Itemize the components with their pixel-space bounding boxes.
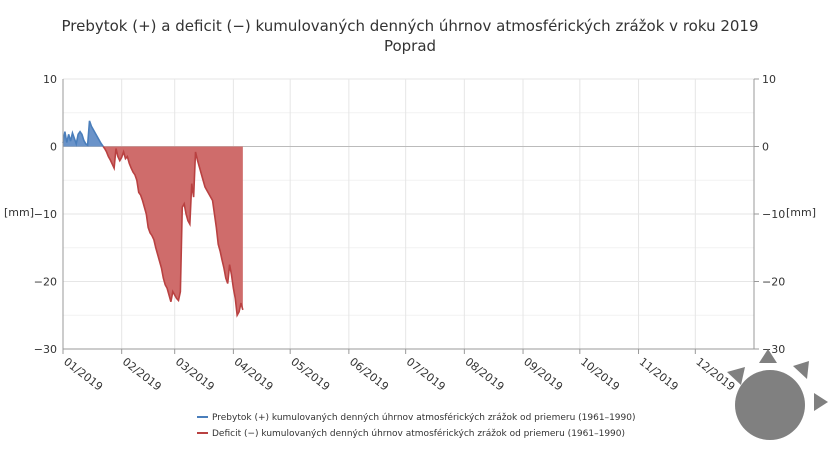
x-tick-label: 08/2019 — [463, 355, 507, 393]
x-tick-label: 01/2019 — [61, 355, 105, 393]
surplus-area-fill — [63, 120, 104, 147]
x-tick-label: 06/2019 — [347, 355, 391, 393]
legend: Prebytok (+) kumulovaných denných úhrnov… — [197, 412, 636, 439]
legend-item-surplus[interactable]: Prebytok (+) kumulovaných denných úhrnov… — [197, 412, 636, 423]
x-tick-label: 10/2019 — [578, 355, 622, 393]
sun-ray-right — [793, 361, 809, 379]
x-tick-label: 07/2019 — [404, 355, 448, 393]
legend-item-deficit[interactable]: Deficit (−) kumulovaných denných úhrnov … — [197, 428, 625, 439]
weather-sun-icon — [727, 349, 828, 440]
y-tick-label-right: −20 — [762, 276, 785, 289]
chart-subtitle: Poprad — [384, 37, 436, 55]
y-tick-label-left: −20 — [34, 276, 57, 289]
sun-disc — [735, 370, 805, 440]
chart-title: Prebytok (+) a deficit (−) kumulovaných … — [61, 17, 758, 35]
sun-ray-left — [727, 367, 745, 385]
x-tick-label: 02/2019 — [120, 355, 164, 393]
y-tick-label-right: 0 — [762, 141, 769, 154]
deficit-area-line — [102, 146, 244, 318]
deficit-area-fill — [103, 146, 243, 316]
surplus-area-line — [62, 120, 104, 147]
x-tick-label: 09/2019 — [521, 355, 565, 393]
y-axis-label-right: [mm] — [786, 206, 816, 219]
series-area — [62, 120, 244, 318]
y-tick-label-left: −30 — [34, 343, 57, 356]
x-tick-label: 05/2019 — [288, 355, 332, 393]
y-tick-label-left: −10 — [34, 208, 57, 221]
legend-label-surplus: Prebytok (+) kumulovaných denných úhrnov… — [212, 412, 636, 423]
x-tick-label: 03/2019 — [173, 355, 217, 393]
y-axis-label-left: [mm] — [4, 206, 34, 219]
y-tick-label-left: 0 — [50, 141, 57, 154]
legend-label-deficit: Deficit (−) kumulovaných denných úhrnov … — [212, 428, 625, 439]
sun-ray-far-right — [814, 393, 828, 411]
x-tick-label: 11/2019 — [637, 355, 681, 393]
y-tick-label-right: −10 — [762, 208, 785, 221]
sun-ray-top — [759, 349, 777, 363]
y-tick-label-right: 10 — [762, 73, 776, 86]
y-tick-label-left: 10 — [43, 73, 57, 86]
x-tick-label: 04/2019 — [232, 355, 276, 393]
